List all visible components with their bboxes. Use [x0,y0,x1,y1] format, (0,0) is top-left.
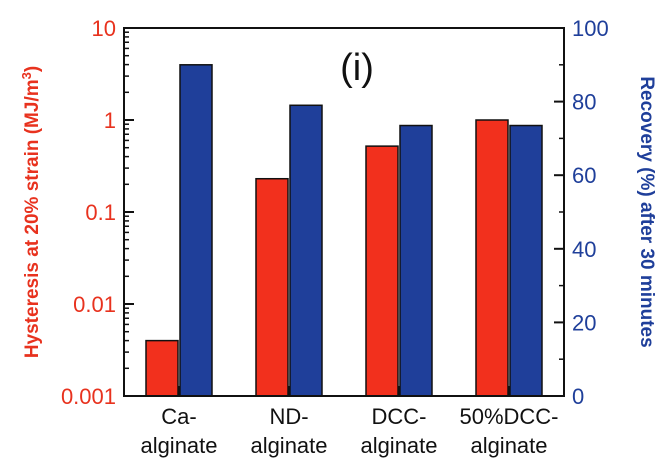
category-label: alginate [140,433,217,458]
right-axis-ticks: 0 20 40 60 80 100 [554,16,609,409]
left-axis-title-end: ) [22,66,43,72]
left-axis-title-main: Hysteresis at 20% strain (MJ/m [22,79,43,358]
right-axis-title: Recovery (%) after 30 minutes [636,76,656,347]
panel-label: (i) [340,47,374,89]
hysteresis-bar [475,119,509,397]
right-tick-label: 0 [572,384,584,409]
hysteresis-bar [255,177,289,397]
recovery-bar [289,104,323,397]
x-axis-ticks: Ca-alginate ND-alginate DCC-alginate 50%DCC… [140,386,559,458]
left-tick-label: 0.001 [61,384,116,409]
category-label: 50%DCC- [459,404,558,429]
hysteresis-bar [365,145,399,397]
category-label: DCC- [372,404,427,429]
left-axis-title: Hysteresis at 20% strain (MJ/m3) [19,66,43,358]
left-tick-label: 10 [92,16,116,41]
category-label: alginate [360,433,437,458]
left-axis-ticks: 0.001 0.01 0.1 1 10 [61,16,134,409]
left-tick-label: 0.1 [85,200,116,225]
left-tick-label: 1 [104,108,116,133]
bars-group [145,64,543,397]
right-tick-label: 80 [572,90,596,115]
right-tick-label: 40 [572,237,596,262]
right-tick-label: 100 [572,16,609,41]
category-label: alginate [250,433,327,458]
category-label: alginate [470,433,547,458]
left-tick-label: 0.01 [73,292,116,317]
recovery-bar [509,124,543,397]
right-tick-label: 20 [572,310,596,335]
recovery-bar [399,124,433,397]
right-tick-label: 60 [572,163,596,188]
recovery-bar [179,64,213,397]
left-axis-title-superscript: 3 [19,72,34,79]
category-label: Ca- [161,404,196,429]
category-label: ND- [269,404,308,429]
hysteresis-bar [145,339,179,397]
